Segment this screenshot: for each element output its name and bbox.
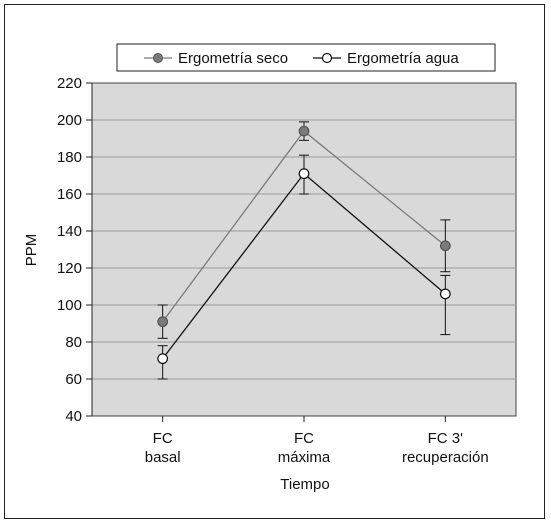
y-tick-label: 140 xyxy=(57,223,82,240)
data-point-agua xyxy=(439,288,451,300)
data-point-agua xyxy=(298,168,310,180)
y-tick-label: 160 xyxy=(57,186,82,203)
x-tick-label: recuperación xyxy=(402,449,489,466)
y-tick-label: 200 xyxy=(57,112,82,129)
x-tick-label: FC xyxy=(294,430,314,447)
y-axis: 40 60 80 100 120 140 160 180 200 220 xyxy=(57,75,93,425)
x-tick-label: máxima xyxy=(278,449,331,466)
y-tick-label: 220 xyxy=(57,75,82,92)
y-axis-label: PPM xyxy=(23,234,40,267)
data-point-seco xyxy=(439,240,451,252)
data-point-seco xyxy=(157,316,169,328)
legend-label-seco: Ergometría seco xyxy=(178,50,288,67)
legend-marker-seco xyxy=(153,53,163,63)
x-axis-label: Tiempo xyxy=(280,476,329,493)
series-layer xyxy=(157,121,451,380)
x-tick-label: FC xyxy=(153,430,173,447)
legend-marker-agua xyxy=(321,52,333,64)
y-tick-label: 180 xyxy=(57,149,82,166)
y-tick-label: 100 xyxy=(57,297,82,314)
legend: Ergometría seco Ergometría agua xyxy=(116,43,496,72)
y-tick-label: 60 xyxy=(65,371,82,388)
x-tick-label: basal xyxy=(145,449,181,466)
y-tick-label: 80 xyxy=(65,334,82,351)
y-tick-label: 120 xyxy=(57,260,82,277)
y-tick-label: 40 xyxy=(65,408,82,425)
legend-box xyxy=(116,43,496,72)
x-tick-label: FC 3' xyxy=(428,430,464,447)
legend-label-agua: Ergometría agua xyxy=(347,50,459,67)
x-axis: FC basal FC máxima FC 3' recuperación xyxy=(145,416,489,466)
data-point-seco xyxy=(298,125,310,137)
data-point-agua xyxy=(157,353,169,365)
